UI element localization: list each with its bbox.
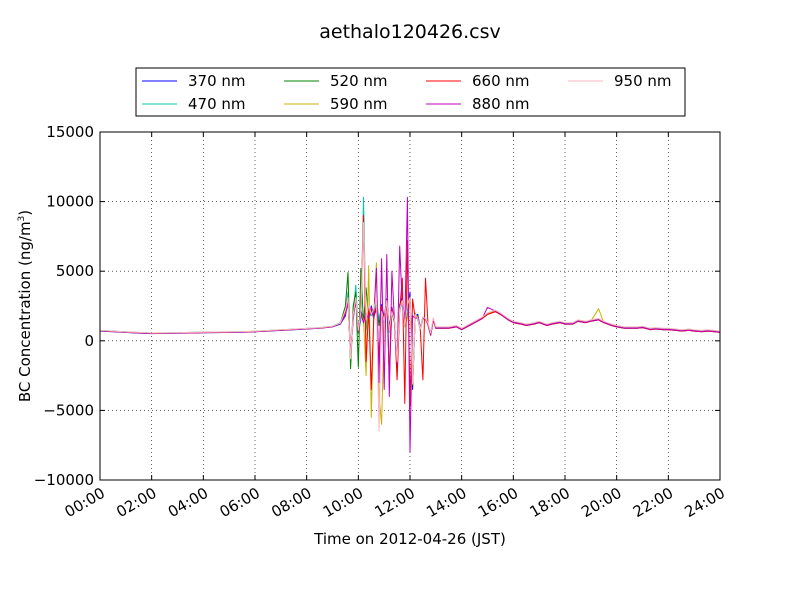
- y-axis-label: BC Concentration (ng/m3): [16, 210, 34, 402]
- y-tick-label: 0: [84, 332, 94, 350]
- legend-item: 470 nm: [142, 95, 246, 113]
- y-tick-label: 10000: [46, 193, 94, 211]
- legend-item: 590 nm: [284, 95, 388, 113]
- y-tick-label: −10000: [34, 471, 94, 489]
- y-tick-label: 5000: [56, 262, 94, 280]
- legend-label: 660 nm: [472, 72, 530, 90]
- legend-item: 880 nm: [426, 95, 530, 113]
- legend-item: 370 nm: [142, 72, 246, 90]
- y-tick-label: −5000: [43, 401, 94, 419]
- y-axis-label-superscript: 3: [17, 216, 27, 222]
- legend: 370 nm 470 nm 520 nm 590 nm 660 nm 880 nm 950 …: [135, 67, 686, 117]
- legend-label: 880 nm: [472, 95, 530, 113]
- legend-item: 950 nm: [568, 72, 672, 90]
- legend-label: 950 nm: [614, 72, 672, 90]
- y-axis-label-main: BC Concentration (ng/m: [16, 221, 34, 402]
- legend-item: 660 nm: [426, 72, 530, 90]
- legend-label: 520 nm: [330, 72, 388, 90]
- legend-frame: [135, 67, 686, 117]
- legend-label: 590 nm: [330, 95, 388, 113]
- series-line-950-nm: [100, 222, 720, 432]
- legend-label: 470 nm: [188, 95, 246, 113]
- y-axis-label-tail: ): [16, 210, 34, 216]
- series-group: [100, 196, 720, 453]
- legend-item: 520 nm: [284, 72, 388, 90]
- legend-label: 370 nm: [188, 72, 246, 90]
- x-axis-label: Time on 2012-04-26 (JST): [313, 530, 506, 548]
- y-tick-label: 15000: [46, 123, 94, 141]
- chart-title: aethalo120426.csv: [319, 21, 501, 43]
